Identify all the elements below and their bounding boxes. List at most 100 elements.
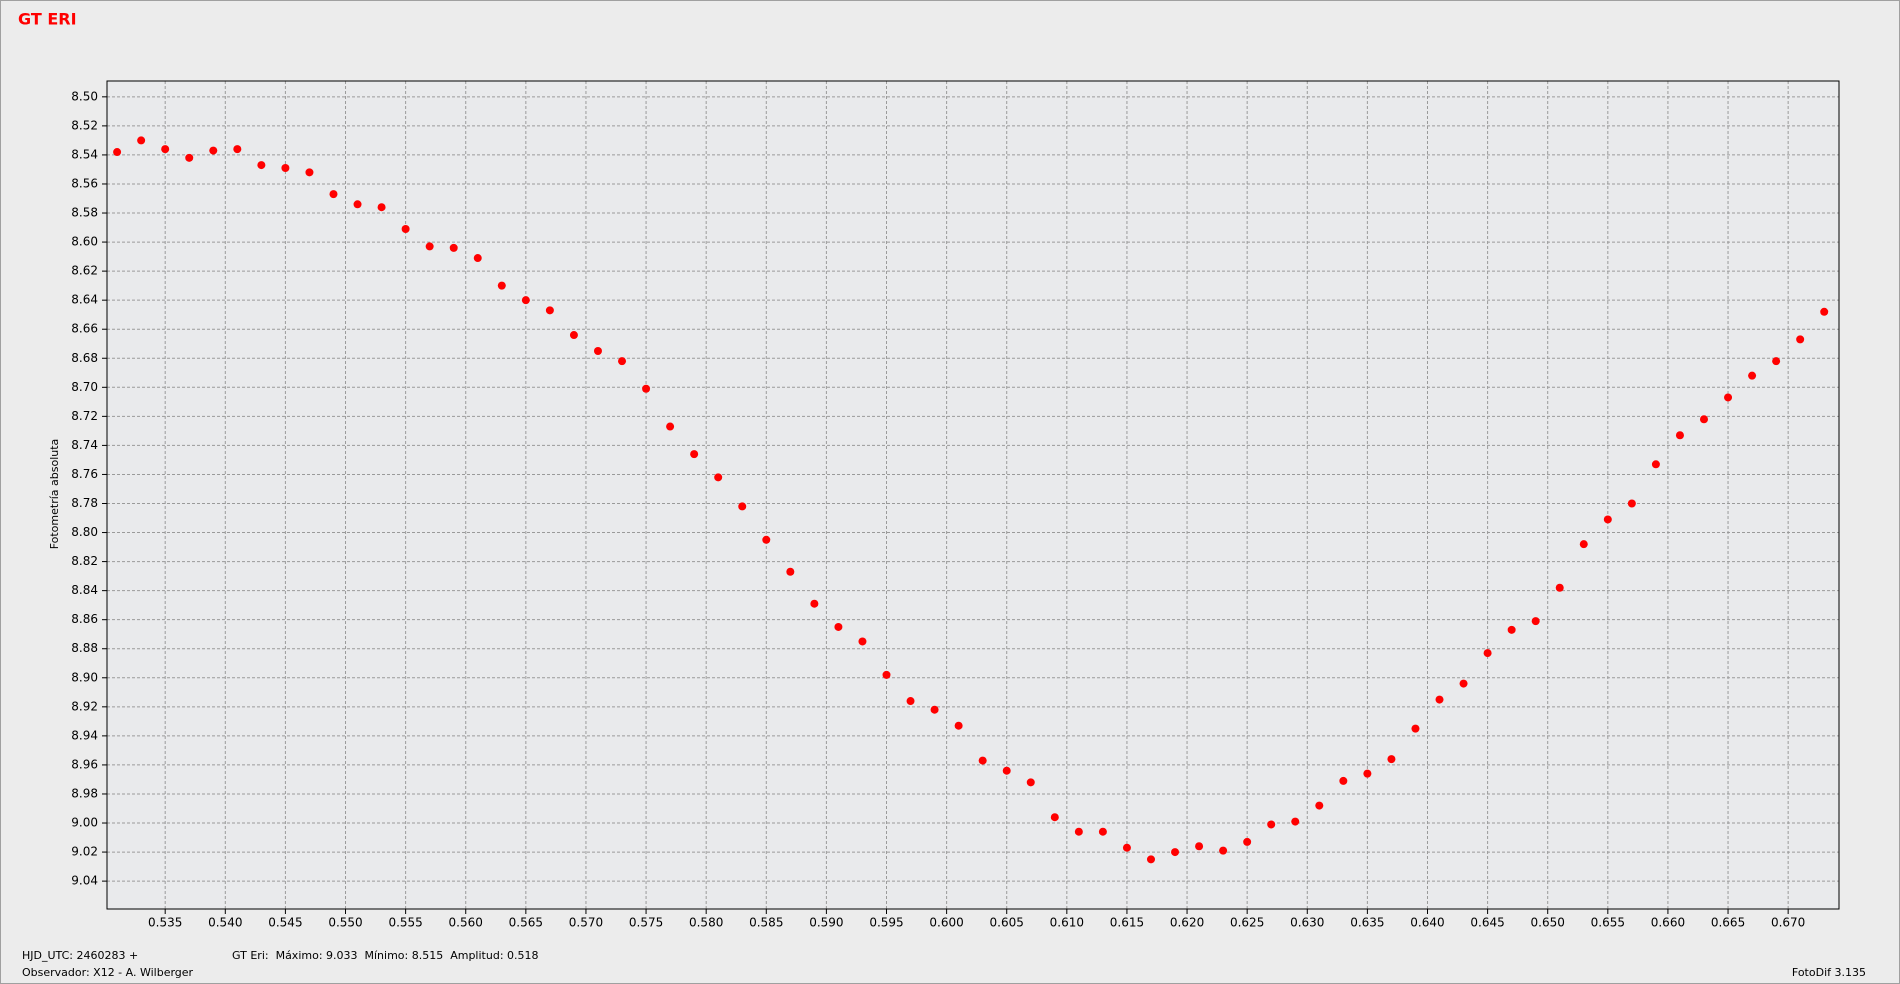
y-tick-label: 8.62 [71, 264, 98, 278]
x-tick-label: 0.535 [148, 916, 182, 930]
x-tick-label: 0.550 [328, 916, 362, 930]
data-point [377, 203, 386, 212]
plot-area [107, 81, 1839, 909]
data-point [1219, 846, 1228, 855]
data-point [930, 705, 939, 714]
x-tick-label: 0.635 [1350, 916, 1384, 930]
x-tick-label: 0.650 [1531, 916, 1565, 930]
data-point [209, 146, 218, 155]
data-point [1699, 415, 1708, 424]
data-point [593, 346, 602, 355]
y-tick-label: 8.50 [71, 89, 98, 103]
data-point [353, 200, 362, 209]
x-tick-label: 0.625 [1230, 916, 1264, 930]
data-point [738, 502, 747, 511]
y-tick-label: 9.00 [71, 816, 98, 830]
data-point [1315, 801, 1324, 810]
data-point [1603, 515, 1612, 524]
data-point [161, 145, 170, 154]
data-point [666, 422, 675, 431]
y-tick-label: 8.54 [71, 147, 98, 161]
data-point [1531, 617, 1540, 626]
data-point [1098, 827, 1107, 836]
data-point [1555, 583, 1564, 592]
data-point [473, 254, 482, 263]
data-point [1435, 695, 1444, 704]
data-point [281, 163, 290, 172]
x-tick-label: 0.565 [509, 916, 543, 930]
y-tick-label: 8.56 [71, 176, 98, 190]
y-tick-label: 8.90 [71, 670, 98, 684]
data-point [1195, 842, 1204, 851]
x-tick-label: 0.540 [208, 916, 242, 930]
data-point [1507, 625, 1516, 634]
data-point [1339, 776, 1348, 785]
data-point [786, 567, 795, 576]
y-tick-label: 8.76 [71, 467, 98, 481]
footer-software: FotoDif 3.135 [1792, 966, 1866, 979]
x-tick-label: 0.570 [569, 916, 603, 930]
x-tick-label: 0.620 [1170, 916, 1204, 930]
y-tick-label: 8.84 [71, 583, 98, 597]
x-tick-label: 0.585 [749, 916, 783, 930]
data-point [1651, 460, 1660, 469]
data-point [954, 721, 963, 730]
y-tick-label: 8.66 [71, 322, 98, 336]
x-tick-label: 0.560 [449, 916, 483, 930]
data-point [1772, 357, 1781, 366]
data-point [401, 224, 410, 233]
y-tick-label: 8.88 [71, 641, 98, 655]
x-tick-label: 0.660 [1651, 916, 1685, 930]
chart-title: GT ERI [18, 10, 77, 29]
data-point [810, 599, 819, 608]
y-tick-label: 8.70 [71, 380, 98, 394]
data-point [305, 168, 314, 177]
data-point [1243, 837, 1252, 846]
data-point [642, 384, 651, 393]
data-point [1796, 335, 1805, 344]
data-point [978, 756, 987, 765]
data-point [1122, 843, 1131, 852]
y-tick-label: 8.92 [71, 699, 98, 713]
x-tick-label: 0.670 [1771, 916, 1805, 930]
data-point [113, 148, 122, 157]
x-tick-label: 0.630 [1290, 916, 1324, 930]
x-tick-label: 0.580 [689, 916, 723, 930]
y-tick-label: 8.64 [71, 293, 98, 307]
data-point [1387, 755, 1396, 764]
data-point [449, 243, 458, 252]
x-tick-label: 0.655 [1591, 916, 1625, 930]
y-tick-label: 8.52 [71, 118, 98, 132]
data-point [858, 637, 867, 646]
x-tick-label: 0.640 [1410, 916, 1444, 930]
y-tick-label: 9.04 [71, 874, 98, 888]
x-tick-label: 0.575 [629, 916, 663, 930]
data-point [185, 153, 194, 162]
y-tick-label: 8.74 [71, 438, 98, 452]
data-point [257, 161, 266, 170]
data-point [882, 670, 891, 679]
x-tick-label: 0.545 [268, 916, 302, 930]
data-point [1171, 848, 1180, 857]
footer-observer: Observador: X12 - A. Wilberger [22, 966, 194, 979]
x-tick-label: 0.595 [869, 916, 903, 930]
data-point [1146, 855, 1155, 864]
data-point [906, 697, 915, 706]
x-tick-label: 0.645 [1470, 916, 1504, 930]
data-point [1074, 827, 1083, 836]
data-point [618, 357, 627, 366]
data-point [1675, 431, 1684, 440]
x-tick-label: 0.605 [990, 916, 1024, 930]
x-tick-label: 0.555 [388, 916, 422, 930]
data-point [1050, 813, 1059, 822]
footer-stats: GT Eri: Máximo: 9.033 Mínimo: 8.515 Ampl… [232, 949, 539, 962]
x-tick-label: 0.590 [809, 916, 843, 930]
data-point [762, 535, 771, 544]
data-point [1627, 499, 1636, 508]
x-tick-label: 0.610 [1050, 916, 1084, 930]
data-point [1820, 307, 1829, 316]
y-tick-label: 8.98 [71, 786, 98, 800]
y-tick-label: 8.78 [71, 496, 98, 510]
y-tick-label: 8.94 [71, 728, 98, 742]
data-point [329, 190, 338, 199]
